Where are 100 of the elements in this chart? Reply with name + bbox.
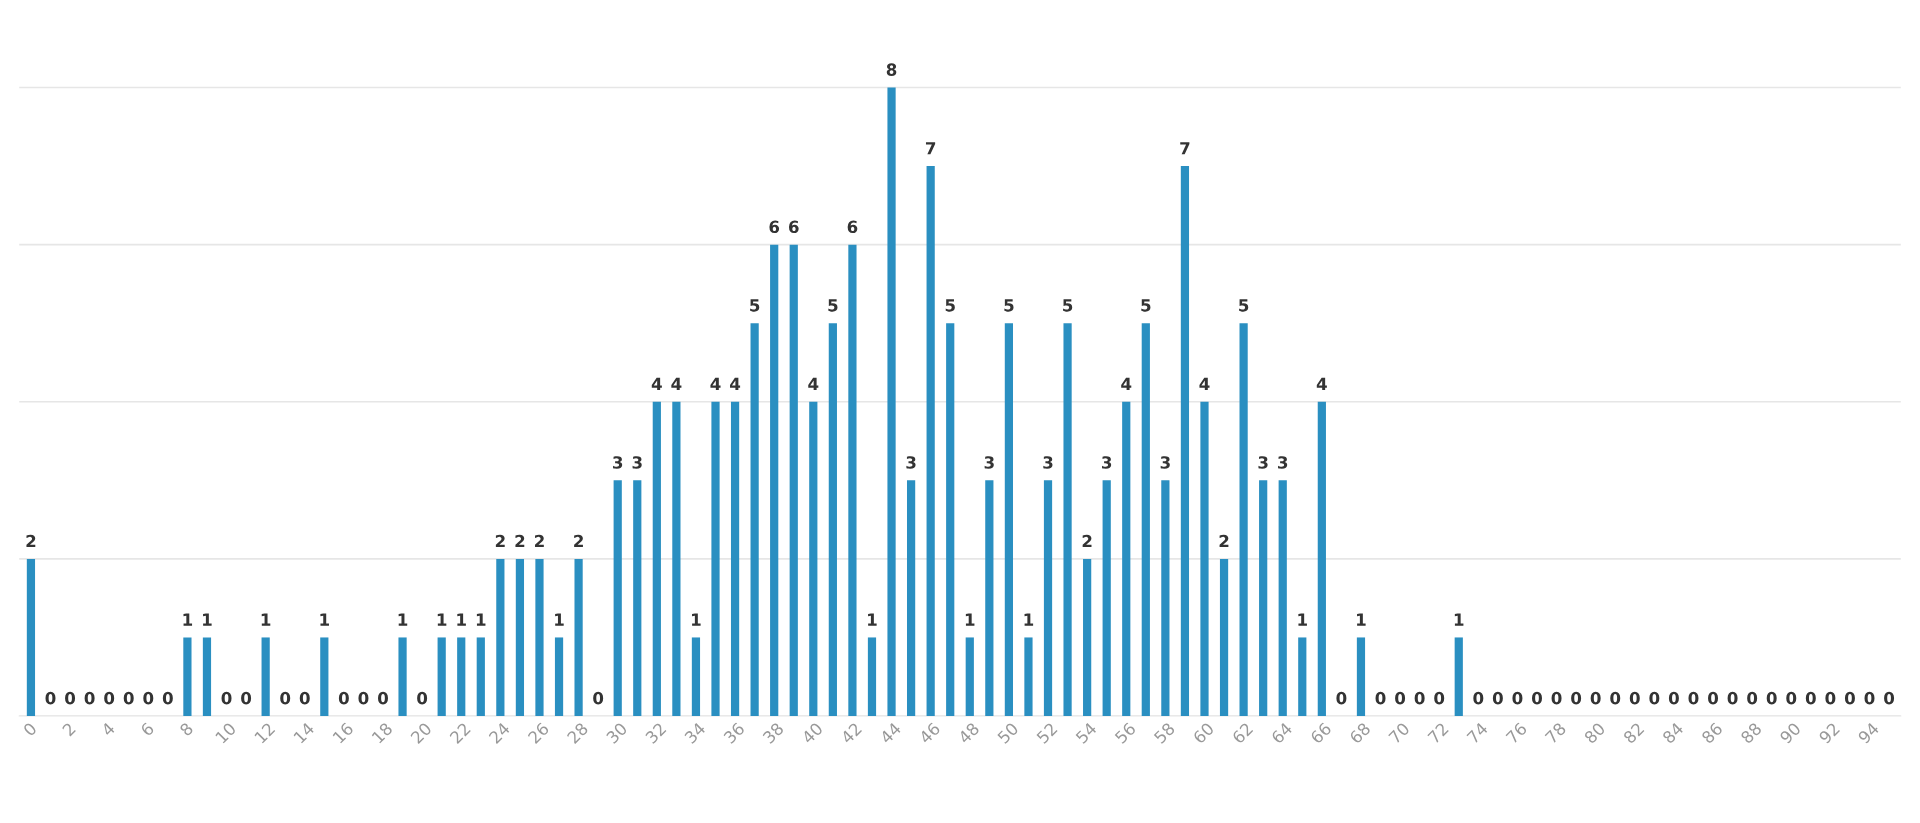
data-label: 1	[183, 613, 193, 626]
x-tick-label: 24	[488, 721, 511, 744]
x-tick-label: 94	[1857, 721, 1880, 745]
data-label: 2	[1219, 534, 1229, 548]
x-tick-label: 36	[722, 721, 746, 745]
data-label: 0	[1708, 691, 1719, 705]
bar	[985, 480, 994, 717]
x-tick-label: 4	[100, 721, 116, 737]
data-label: 0	[143, 691, 154, 705]
data-label: 0	[1473, 691, 1484, 705]
x-tick-label: 0	[22, 721, 38, 737]
bar	[1278, 480, 1287, 717]
data-label: 1	[1298, 613, 1307, 626]
data-label: 0	[1375, 691, 1386, 705]
bar	[1239, 323, 1248, 717]
bar	[1259, 480, 1268, 717]
data-label: 8	[886, 63, 897, 76]
x-tick-label: 12	[253, 722, 276, 744]
data-label: 0	[1610, 691, 1621, 705]
x-tick-label: 58	[1153, 721, 1176, 745]
data-label: 0	[162, 691, 173, 705]
x-tick-label: 14	[293, 721, 315, 744]
data-label: 0	[1649, 691, 1660, 705]
data-label: 2	[495, 534, 505, 548]
data-label: 0	[1512, 691, 1523, 705]
data-label: 2	[1082, 534, 1092, 548]
bar	[946, 323, 955, 717]
data-label: 5	[1141, 299, 1151, 312]
bar	[770, 244, 779, 717]
bar	[320, 637, 329, 717]
data-label: 3	[1043, 456, 1053, 469]
bar	[1454, 637, 1463, 717]
data-label: 1	[868, 613, 877, 626]
data-label: 3	[1160, 456, 1170, 469]
data-label: 5	[828, 299, 838, 312]
bar	[476, 637, 485, 717]
data-label: 7	[1180, 142, 1190, 155]
x-tick-label: 62	[1231, 722, 1254, 745]
data-label: 1	[261, 613, 271, 626]
bar	[1043, 480, 1053, 717]
bar	[1161, 480, 1170, 717]
bar	[398, 637, 407, 717]
x-tick-label: 68	[1348, 721, 1372, 745]
bar	[496, 558, 505, 717]
data-label: 3	[984, 456, 994, 469]
bar	[1004, 323, 1014, 717]
bar	[1219, 558, 1229, 717]
bar	[887, 87, 896, 717]
data-label: 4	[730, 377, 741, 390]
x-tick-label: 56	[1114, 721, 1137, 745]
bar	[750, 323, 759, 717]
data-label: 0	[84, 691, 95, 705]
data-label: 6	[847, 220, 858, 234]
x-tick-label: 70	[1388, 721, 1411, 745]
data-label: 4	[651, 377, 662, 390]
data-label: 0	[241, 691, 252, 705]
data-label: 0	[1727, 691, 1738, 705]
x-tick-label: 52	[1035, 722, 1058, 745]
bar	[652, 401, 661, 717]
bar	[1141, 323, 1150, 717]
bar	[1083, 558, 1092, 717]
data-label: 4	[671, 377, 682, 390]
bar	[613, 480, 622, 717]
bar	[730, 401, 740, 717]
data-label: 0	[378, 691, 388, 705]
data-label: 0	[1884, 691, 1895, 705]
data-label: 0	[1747, 691, 1758, 705]
x-tick-label: 46	[918, 721, 941, 745]
data-label: 0	[1336, 691, 1347, 705]
data-label: 0	[123, 691, 134, 705]
data-label: 0	[1434, 691, 1445, 705]
data-label: 2	[26, 534, 36, 548]
x-tick-label: 82	[1622, 722, 1645, 745]
bar	[926, 166, 935, 717]
data-label: 0	[1532, 691, 1542, 705]
x-tick-label: 18	[371, 721, 394, 744]
bar	[1122, 401, 1131, 717]
data-label: 1	[692, 613, 701, 626]
data-label: 7	[925, 142, 936, 155]
data-label: 0	[65, 691, 76, 705]
data-label: 5	[750, 299, 760, 312]
x-tick-label: 60	[1192, 721, 1215, 745]
data-label: 0	[1571, 691, 1582, 705]
data-label: 6	[788, 220, 799, 234]
x-tick-label: 92	[1818, 722, 1841, 745]
bar	[965, 637, 974, 717]
x-tick-label: 72	[1427, 722, 1449, 744]
x-tick-label: 84	[1661, 721, 1685, 745]
data-label: 1	[1024, 613, 1034, 626]
bar	[554, 637, 564, 717]
data-label: 4	[710, 377, 721, 390]
bar	[906, 480, 916, 717]
data-label: 0	[1414, 691, 1425, 705]
x-tick-label: 20	[409, 721, 433, 745]
data-label: 6	[769, 220, 780, 234]
data-label: 1	[965, 613, 975, 626]
data-label: 0	[1629, 691, 1640, 705]
bar	[457, 637, 466, 717]
data-label: 0	[1805, 691, 1816, 705]
bar	[437, 637, 446, 717]
